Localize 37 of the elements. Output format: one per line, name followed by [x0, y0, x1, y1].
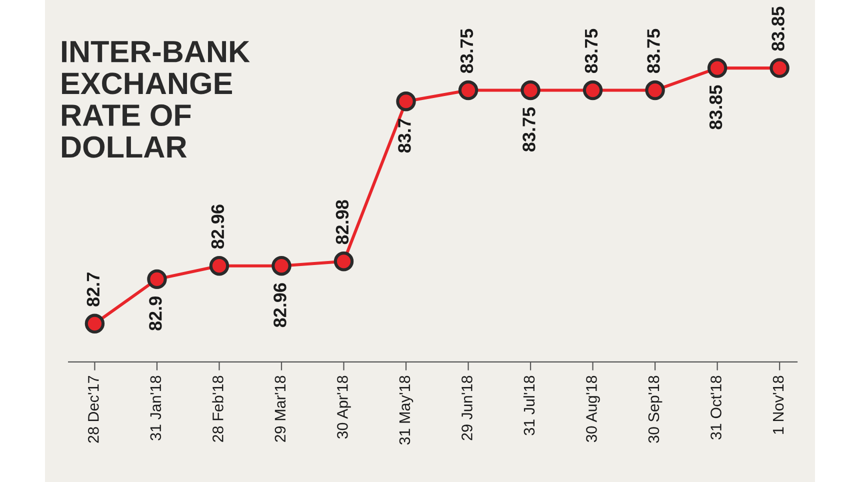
x-tick-label: 31 Jan'18	[150, 376, 162, 440]
point	[707, 58, 728, 78]
point	[458, 80, 478, 100]
x-tick-label: 31 May'18	[399, 376, 414, 445]
data-label: 82.98	[336, 200, 349, 244]
point	[272, 256, 292, 276]
data-label: 82.96	[211, 204, 224, 249]
x-tick-label: 28 Dec'17	[88, 376, 99, 443]
point	[84, 314, 105, 334]
data-label: 82.7	[86, 272, 100, 306]
point	[582, 80, 603, 100]
point	[334, 252, 354, 272]
data-label: 83.85	[709, 85, 722, 130]
x-tick-label: 28 Feb'18	[212, 376, 224, 442]
point	[396, 92, 416, 112]
x-tick-label: 30 Sep'18	[648, 376, 662, 443]
data-label: 82.96	[274, 283, 286, 328]
x-tick-label: 31 Jul'18	[523, 376, 535, 436]
data-label: 83.75	[584, 28, 598, 74]
data-label: 83.75	[522, 107, 536, 152]
point	[520, 80, 540, 100]
point	[147, 269, 167, 290]
data-label: 82.9	[149, 296, 162, 330]
x-tick-label: 1 Nov'18	[772, 376, 784, 434]
x-tick-label: 30 Aug'18	[586, 376, 600, 442]
text: INTER-BANK EXCHANGE RATE OF DOLLAR	[62, 41, 250, 158]
x-tick-label: 30 Apr'18	[337, 376, 351, 439]
data-label: 83.7	[398, 118, 411, 153]
x-tick-label: 29 Mar'18	[274, 376, 286, 442]
data-label: 83.75	[647, 28, 660, 74]
point	[770, 58, 790, 78]
x-tick-label: 29 Jun'18	[462, 376, 472, 440]
data-label: 83.75	[460, 28, 474, 74]
x-tick-label: 31 Oct'18	[710, 376, 722, 440]
point	[209, 256, 230, 276]
data-label: 83.85	[772, 6, 784, 51]
point	[645, 80, 665, 100]
